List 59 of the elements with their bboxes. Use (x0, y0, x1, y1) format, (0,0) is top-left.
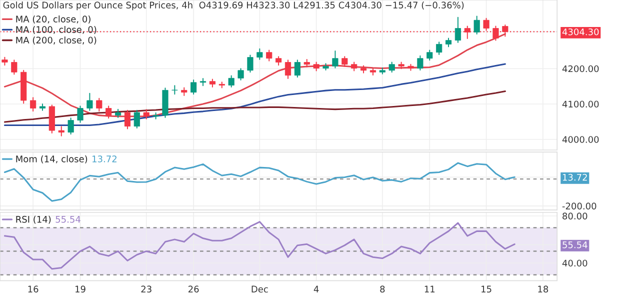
y-tick-label: -200.00 (562, 202, 596, 210)
x-tick-label: 15 (482, 286, 492, 293)
y-tick-label: 80.00 (562, 212, 588, 220)
candlestick (436, 42, 442, 55)
annotation: 13.72 (92, 156, 116, 162)
candlestick (77, 106, 84, 123)
annotation: 55.54 (56, 216, 80, 223)
candlestick (454, 16, 461, 43)
candlestick (190, 79, 197, 95)
x-tick-label: 11 (424, 286, 435, 292)
candlestick (284, 60, 292, 80)
candlestick (86, 92, 93, 111)
candlestick (426, 50, 433, 61)
candlestick (218, 82, 225, 88)
candlestick (388, 62, 395, 73)
candlestick (266, 50, 272, 62)
candlestick (58, 126, 64, 136)
legend-label: MA (20, close, 0) (16, 15, 90, 24)
x-tick-label: 18 (538, 286, 548, 293)
x-tick-label: 26 (188, 286, 199, 293)
x-tick-label: 16 (28, 286, 38, 293)
x-tick-label: 4 (314, 286, 319, 292)
legend-label: RSI (14) (16, 216, 51, 224)
legend-label: MA (100, close, 0) (16, 26, 96, 34)
candlestick (172, 85, 178, 95)
y-tick-label: 55.54 (562, 242, 588, 248)
candlestick (247, 54, 254, 73)
chart-title: Gold US Dollars per Ounce Spot Prices, 4h O4319.69 H4323.30 L4291.35 C4304.30 −15.47 (−0.36%) (3, 2, 464, 10)
x-tick-label: 23 (141, 286, 152, 293)
candlestick (342, 56, 348, 67)
candlestick (143, 109, 150, 120)
y-tick-label: 4100.00 (562, 100, 599, 108)
x-tick-label: 8 (380, 286, 385, 293)
candlestick (11, 60, 18, 75)
line-series (4, 162, 516, 202)
candlestick (228, 75, 234, 88)
legend-label: Mom (14, close) (16, 155, 88, 164)
candlestick (294, 60, 300, 78)
candlestick (332, 50, 338, 68)
y-tick-label: 13.72 (562, 174, 587, 181)
y-tick-label: 40.00 (562, 260, 588, 267)
candlestick (238, 68, 244, 80)
x-tick-label: Dec (252, 286, 268, 293)
candlestick (256, 48, 263, 60)
candlestick (200, 78, 206, 86)
y-tick-label: 4000.00 (562, 136, 599, 143)
candlestick (106, 106, 112, 119)
candlestick (417, 55, 424, 71)
y-tick-label: 4304.30 (562, 28, 599, 36)
candlestick (68, 118, 74, 135)
candlestick (474, 16, 480, 34)
candlestick (96, 98, 102, 112)
candlestick (124, 110, 131, 130)
x-tick-label: 19 (76, 286, 86, 293)
candlestick (134, 110, 140, 129)
candlestick (152, 112, 159, 120)
legend-label: MA (200, close, 0) (16, 36, 96, 45)
y-tick-label: 4200.00 (562, 65, 599, 72)
candlestick (30, 97, 36, 112)
